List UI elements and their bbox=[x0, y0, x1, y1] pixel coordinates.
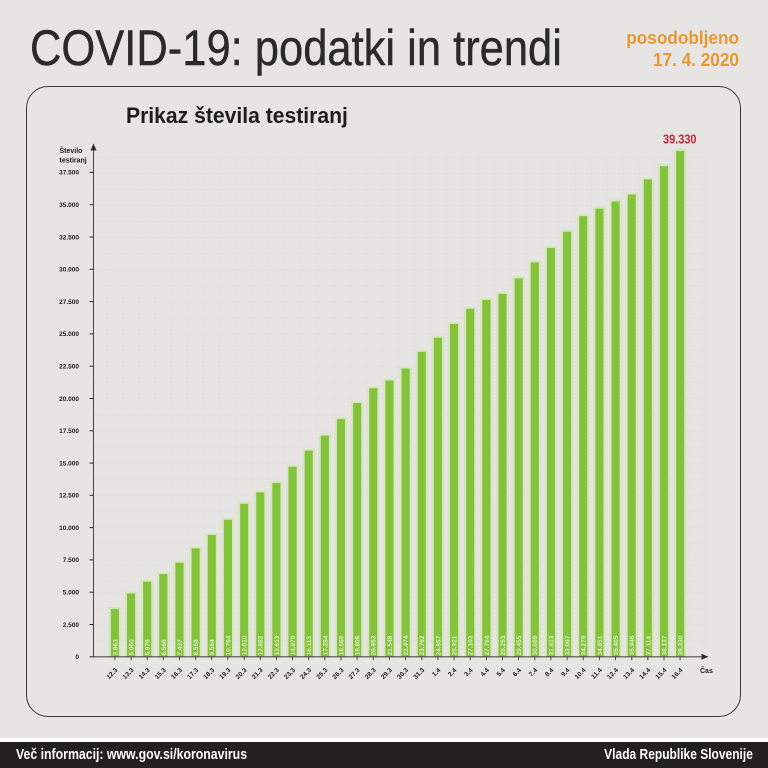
svg-text:18.3: 18.3 bbox=[202, 667, 216, 681]
svg-text:31.813: 31.813 bbox=[548, 635, 555, 655]
svg-text:10.000: 10.000 bbox=[59, 525, 79, 532]
svg-text:30.000: 30.000 bbox=[59, 267, 79, 274]
svg-text:24.3: 24.3 bbox=[299, 667, 313, 681]
svg-text:34.851: 34.851 bbox=[597, 635, 604, 655]
svg-text:22.500: 22.500 bbox=[59, 364, 79, 371]
svg-text:30.689: 30.689 bbox=[532, 635, 539, 655]
svg-text:15.000: 15.000 bbox=[59, 460, 79, 467]
svg-text:10.4: 10.4 bbox=[574, 667, 588, 681]
svg-text:16.113: 16.113 bbox=[306, 636, 313, 656]
svg-text:Število: Število bbox=[60, 146, 83, 155]
svg-text:23.762: 23.762 bbox=[419, 635, 426, 655]
svg-text:5.4: 5.4 bbox=[496, 667, 508, 679]
svg-text:10.764: 10.764 bbox=[225, 635, 232, 655]
svg-text:6.566: 6.566 bbox=[161, 639, 168, 656]
svg-text:21.548: 21.548 bbox=[387, 635, 394, 655]
svg-text:18.569: 18.569 bbox=[338, 635, 345, 655]
svg-text:37.500: 37.500 bbox=[59, 170, 79, 177]
svg-text:7.437: 7.437 bbox=[177, 639, 184, 656]
svg-text:13.4: 13.4 bbox=[622, 667, 636, 681]
svg-text:27.3: 27.3 bbox=[348, 667, 362, 681]
svg-text:7.500: 7.500 bbox=[63, 557, 80, 564]
svg-text:39.330: 39.330 bbox=[663, 131, 697, 146]
svg-text:33.067: 33.067 bbox=[565, 635, 572, 655]
svg-text:21.3: 21.3 bbox=[251, 667, 265, 681]
svg-text:5.060: 5.060 bbox=[128, 639, 135, 656]
svg-text:16.4: 16.4 bbox=[671, 667, 685, 681]
svg-text:19.3: 19.3 bbox=[218, 667, 232, 681]
svg-text:29.3: 29.3 bbox=[380, 667, 394, 681]
svg-text:17.284: 17.284 bbox=[322, 635, 329, 655]
svg-text:8.4: 8.4 bbox=[544, 667, 556, 679]
svg-text:4.4: 4.4 bbox=[479, 667, 491, 679]
svg-text:1.4: 1.4 bbox=[431, 667, 443, 679]
svg-text:5.000: 5.000 bbox=[63, 590, 80, 597]
svg-text:15.4: 15.4 bbox=[655, 667, 669, 681]
svg-text:16.3: 16.3 bbox=[170, 667, 184, 681]
svg-text:14.870: 14.870 bbox=[290, 635, 297, 655]
svg-text:34.279: 34.279 bbox=[581, 635, 588, 655]
svg-text:27.500: 27.500 bbox=[59, 299, 79, 306]
svg-text:3.863: 3.863 bbox=[112, 639, 119, 656]
svg-text:7.4: 7.4 bbox=[528, 667, 540, 679]
svg-text:12.4: 12.4 bbox=[606, 667, 620, 681]
svg-text:39.330: 39.330 bbox=[678, 635, 685, 655]
svg-text:22.474: 22.474 bbox=[403, 635, 410, 655]
svg-text:35.405: 35.405 bbox=[613, 635, 620, 655]
svg-text:testiranj: testiranj bbox=[60, 158, 87, 165]
svg-text:27.784: 27.784 bbox=[484, 635, 491, 655]
svg-text:8.558: 8.558 bbox=[193, 639, 200, 656]
svg-text:3.4: 3.4 bbox=[463, 667, 475, 679]
svg-text:0: 0 bbox=[75, 654, 79, 661]
svg-text:Čas: Čas bbox=[700, 666, 713, 675]
svg-text:13.3: 13.3 bbox=[122, 667, 136, 681]
svg-text:25.921: 25.921 bbox=[451, 635, 458, 655]
svg-text:25.3: 25.3 bbox=[315, 667, 329, 681]
svg-text:19.806: 19.806 bbox=[355, 635, 362, 655]
svg-text:26.3: 26.3 bbox=[332, 667, 346, 681]
svg-text:15.3: 15.3 bbox=[154, 667, 168, 681]
svg-text:32.500: 32.500 bbox=[59, 234, 79, 241]
svg-text:28.3: 28.3 bbox=[364, 667, 378, 681]
svg-text:12.010: 12.010 bbox=[242, 635, 249, 655]
svg-text:22.3: 22.3 bbox=[267, 667, 281, 681]
svg-text:30.3: 30.3 bbox=[396, 667, 410, 681]
svg-text:20.3: 20.3 bbox=[235, 667, 249, 681]
svg-text:17.3: 17.3 bbox=[186, 667, 200, 681]
svg-text:2.4: 2.4 bbox=[447, 667, 459, 679]
svg-text:31.3: 31.3 bbox=[412, 667, 426, 681]
svg-text:24.857: 24.857 bbox=[435, 635, 442, 655]
svg-text:13.613: 13.613 bbox=[274, 635, 281, 655]
svg-text:14.4: 14.4 bbox=[638, 667, 652, 681]
svg-text:28.253: 28.253 bbox=[500, 635, 507, 655]
svg-text:12.882: 12.882 bbox=[258, 635, 265, 655]
svg-text:9.4: 9.4 bbox=[560, 667, 572, 679]
svg-text:2.500: 2.500 bbox=[63, 622, 80, 629]
svg-text:38.137: 38.137 bbox=[661, 635, 668, 655]
svg-text:25.000: 25.000 bbox=[59, 331, 79, 338]
svg-text:12.3: 12.3 bbox=[105, 667, 119, 681]
svg-text:17.500: 17.500 bbox=[59, 428, 79, 435]
svg-text:35.000: 35.000 bbox=[59, 202, 79, 209]
svg-text:14.3: 14.3 bbox=[138, 667, 152, 681]
svg-text:27.103: 27.103 bbox=[468, 635, 475, 655]
svg-text:6.4: 6.4 bbox=[512, 667, 524, 679]
svg-text:37.114: 37.114 bbox=[645, 636, 652, 656]
svg-text:29.455: 29.455 bbox=[516, 635, 523, 655]
svg-text:20.953: 20.953 bbox=[371, 635, 378, 655]
svg-text:11.4: 11.4 bbox=[590, 667, 604, 681]
svg-text:35.946: 35.946 bbox=[629, 635, 636, 655]
svg-text:5.976: 5.976 bbox=[145, 639, 152, 656]
svg-text:23.3: 23.3 bbox=[283, 667, 297, 681]
svg-text:20.000: 20.000 bbox=[59, 396, 79, 403]
svg-text:12.500: 12.500 bbox=[59, 493, 79, 500]
svg-text:9.584: 9.584 bbox=[209, 639, 216, 656]
